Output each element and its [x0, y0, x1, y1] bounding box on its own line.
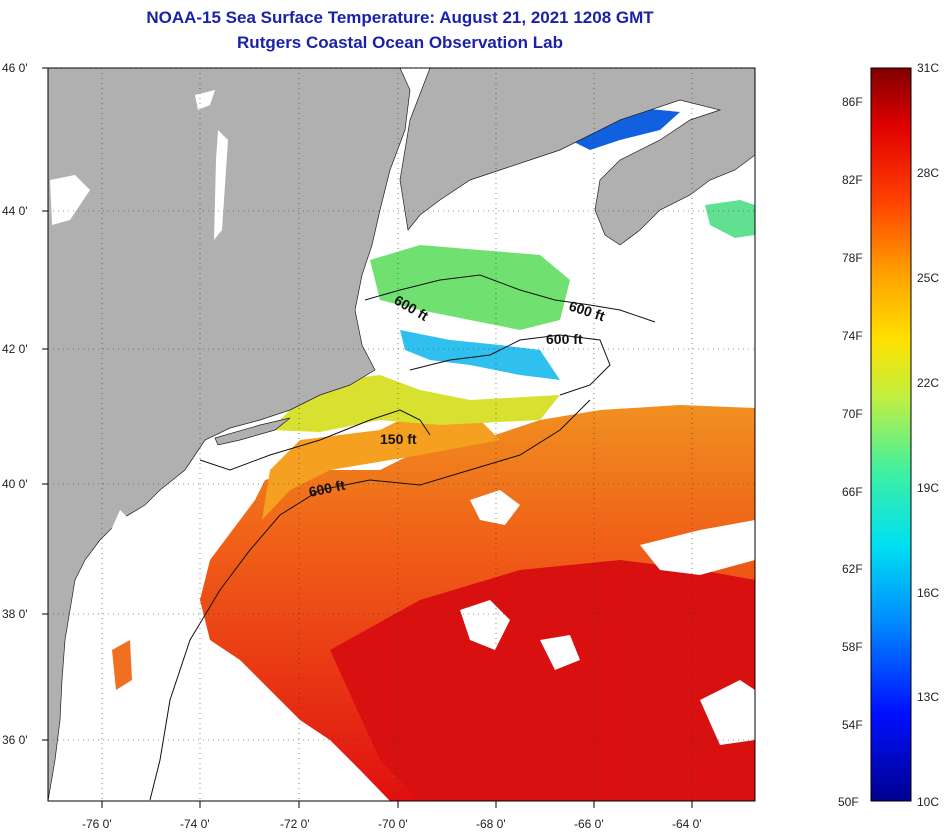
- colorbar-c-label: 16C: [917, 586, 939, 600]
- land-mainland: [48, 68, 411, 801]
- cloud-gap: [540, 635, 580, 670]
- depth-contour-600ft-georges: [409, 334, 611, 396]
- colorbar-f-label: 62F: [842, 562, 863, 576]
- graticule: [42, 67, 755, 808]
- colorbar-f-label: 70F: [842, 407, 863, 421]
- plot-frame: [47, 67, 756, 802]
- colorbar-f-label: 58F: [842, 640, 863, 654]
- cloud-gap: [470, 490, 520, 525]
- delaware-bay: [100, 510, 130, 560]
- colorbar-f-label: 50F: [838, 795, 859, 809]
- colorbar-c-label: 13C: [917, 690, 939, 704]
- lon-label: -64 0': [672, 817, 702, 831]
- colorbar-f-label: 74F: [842, 329, 863, 343]
- map-title: NOAA-15 Sea Surface Temperature: August …: [146, 8, 654, 27]
- hot-core-region: [330, 560, 755, 801]
- scotian-shelf-patch: [705, 200, 755, 238]
- lat-label: 38 0': [2, 607, 28, 621]
- colorbar: [870, 67, 912, 802]
- contour-label: 600 ft: [546, 331, 583, 347]
- colorbar-c-label: 19C: [917, 481, 939, 495]
- map-subtitle: Rutgers Coastal Ocean Observation Lab: [237, 33, 563, 52]
- lat-label: 44 0': [2, 204, 28, 218]
- land-long-island: [214, 417, 291, 446]
- cool-water-patch: [400, 330, 560, 380]
- colorbar-f-label: 86F: [842, 95, 863, 109]
- colorbar-f-label: 82F: [842, 173, 863, 187]
- lat-label: 42 0': [2, 342, 28, 356]
- depth-contour-150ft: [199, 409, 431, 471]
- colorbar-c-label: 10C: [917, 795, 939, 809]
- lon-label: -66 0': [574, 817, 604, 831]
- contour-label: 600 ft: [307, 477, 346, 500]
- colorbar-f-label: 54F: [842, 718, 863, 732]
- colorbar-c-label: 31C: [917, 61, 939, 75]
- lon-label: -72 0': [280, 817, 310, 831]
- inland-lake: [214, 130, 228, 240]
- lon-label: -76 0': [82, 817, 112, 831]
- cloud-gap: [460, 600, 510, 650]
- colorbar-c-label: 25C: [917, 271, 939, 285]
- chesapeake-bay: [82, 560, 105, 720]
- lat-label: 46 0': [2, 61, 28, 75]
- contour-label: 150 ft: [380, 431, 417, 447]
- chesapeake-warm-patch: [112, 640, 132, 690]
- colorbar-f-label: 66F: [842, 485, 863, 499]
- lon-label: -68 0': [476, 817, 506, 831]
- inland-lake: [50, 175, 90, 225]
- gulf-of-maine-region: [370, 245, 570, 330]
- colorbar-c-label: 22C: [917, 376, 939, 390]
- depth-contour-600ft-gulf: [364, 274, 656, 323]
- lon-label: -74 0': [180, 817, 210, 831]
- depth-contour-600ft-shelf: [149, 399, 591, 801]
- cloud-gap: [700, 680, 755, 745]
- shelf-water-region: [262, 410, 500, 520]
- nearshore-water-region: [270, 375, 560, 432]
- lat-label: 40 0': [2, 477, 28, 491]
- colorbar-c-label: 28C: [917, 166, 939, 180]
- lon-label: -70 0': [378, 817, 408, 831]
- colorbar-f-label: 78F: [842, 251, 863, 265]
- land-maritimes: [399, 68, 755, 246]
- lat-label: 36 0': [2, 733, 28, 747]
- bay-of-fundy-cold-patch: [570, 108, 680, 150]
- inland-lake: [195, 90, 215, 110]
- cloud-gap: [640, 520, 755, 575]
